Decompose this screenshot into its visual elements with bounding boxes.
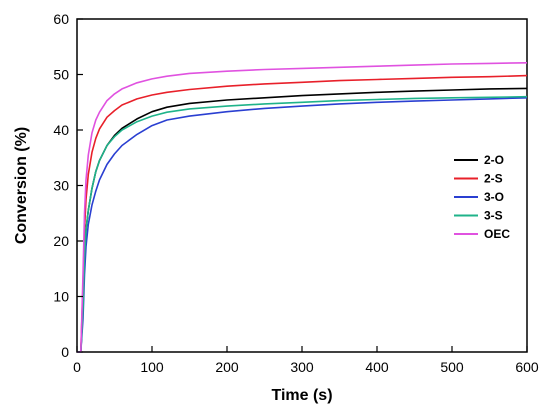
y-tick-label: 60 (53, 11, 69, 27)
x-tick-label: 400 (365, 359, 389, 375)
x-tick-label: 100 (140, 359, 164, 375)
series-line-3-s (77, 95, 528, 353)
axes: 0 100 200 300 400 500 600 0 10 20 30 40 50 60 Time (s)… (13, 11, 539, 404)
x-axis-title: Time (s) (271, 387, 332, 404)
series-line-oec (77, 62, 528, 353)
y-tick-label: 30 (53, 178, 69, 194)
y-tick-label: 50 (53, 67, 69, 83)
legend-label: OEC (484, 227, 510, 241)
x-tick-label: 200 (215, 359, 239, 375)
y-axis-title: Conversion (%) (13, 127, 30, 244)
y-tick-label: 40 (53, 122, 69, 138)
series-layer (77, 62, 528, 353)
x-tick-label: 300 (290, 359, 314, 375)
y-tick-label: 0 (61, 344, 69, 360)
legend-label: 3-O (484, 190, 504, 204)
y-tick-label: 10 (53, 289, 69, 305)
y-tick-label: 20 (53, 233, 69, 249)
x-tick-label: 500 (440, 359, 464, 375)
x-tick-label: 600 (515, 359, 539, 375)
series-line-2-o (77, 87, 528, 353)
legend-label: 3-S (484, 209, 503, 223)
x-tick-label: 0 (73, 359, 81, 375)
legend-label: 2-S (484, 172, 503, 186)
series-line-3-o (77, 97, 528, 353)
legend: 2-O 2-S 3-O 3-S OEC (454, 153, 510, 241)
legend-label: 2-O (484, 153, 504, 167)
series-line-2-s (77, 74, 528, 353)
